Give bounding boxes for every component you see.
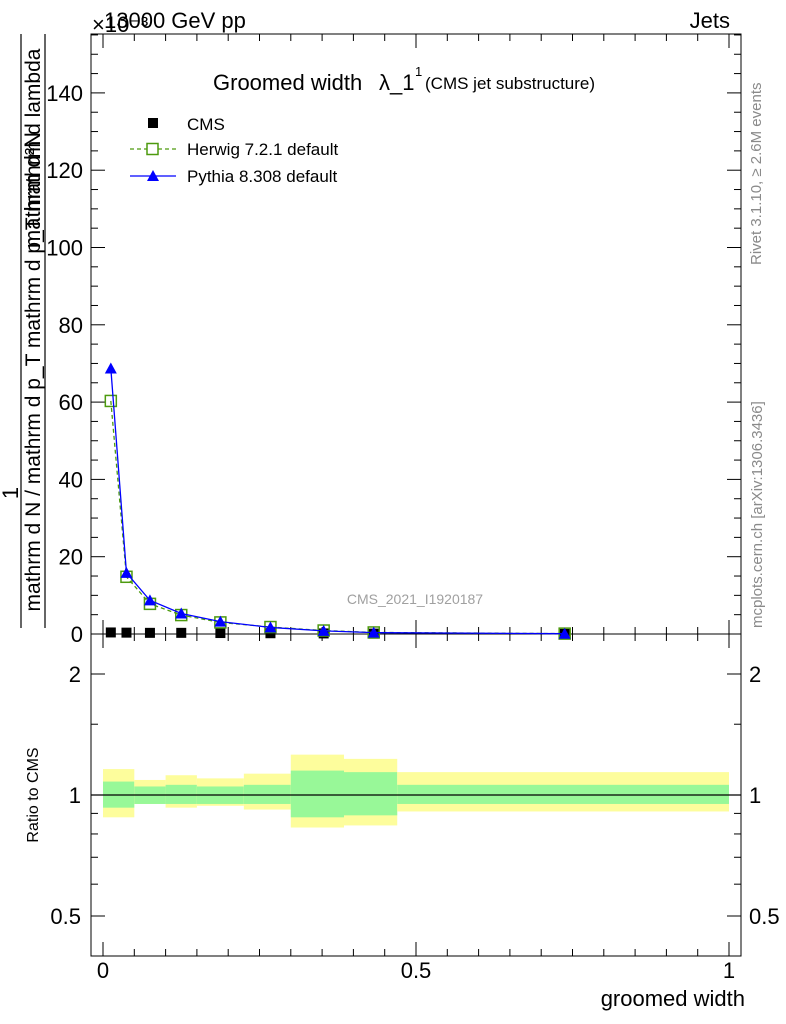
- ratio-bands: [103, 754, 729, 828]
- y-tick-label: 40: [59, 467, 83, 492]
- cms-data-point: [176, 627, 187, 638]
- legend-label-cms: CMS: [187, 115, 225, 134]
- y-tick-label: 120: [46, 158, 83, 183]
- pythia-data-point: [317, 624, 330, 636]
- pythia-data-point: [264, 621, 277, 633]
- cms-data-point: [121, 627, 132, 638]
- ratio-y-tick-label-right: 0.5: [749, 904, 780, 929]
- main-axis-ticks: 0 20 40 60 80 100 120 140: [46, 34, 741, 647]
- pythia-data-point: [558, 627, 571, 639]
- y-tick-label: 60: [59, 390, 83, 415]
- ratio-band-stat: [290, 770, 345, 818]
- chart-title: Groomed width: [213, 70, 362, 95]
- pythia-data-point: [104, 362, 117, 374]
- y-label-numerator: mathrm d²N: [20, 132, 45, 248]
- y-tick-label: 20: [59, 545, 83, 570]
- legend-marker-pythia: [147, 170, 159, 181]
- y-label-denominator: mathrm d N / mathrm d p_T mathrm d p_T m…: [22, 48, 45, 611]
- pythia-data-point: [120, 566, 133, 578]
- main-y-axis-label: 1 mathrm d²N mathrm d N / mathrm d p_T m…: [0, 34, 46, 628]
- x-axis-label: groomed width: [601, 986, 745, 1011]
- rivet-label: Rivet 3.1.10, ≥ 2.6M events: [748, 83, 765, 266]
- chart-title-superscript: 1: [415, 64, 422, 79]
- pythia-data-point: [367, 626, 380, 638]
- x-tick-label: 0: [97, 958, 109, 983]
- pythia-data-point: [143, 594, 156, 606]
- series-line-1: [110, 400, 565, 635]
- exponent-label: ×10⁻³: [92, 12, 148, 37]
- ratio-y-label: Ratio to CMS: [25, 747, 42, 842]
- y-label-prefix: 1: [0, 487, 23, 499]
- analysis-label: CMS_2021_I1920187: [347, 591, 483, 607]
- process-label: Jets: [690, 8, 730, 33]
- ratio-y-tick-label: 2: [69, 662, 81, 687]
- ratio-band-stat: [165, 784, 197, 804]
- series-line-2: [110, 368, 565, 635]
- ratio-y-tick-label: 1: [69, 783, 81, 808]
- pythia-data-point: [175, 607, 188, 619]
- legend-marker-cms: [148, 118, 158, 128]
- legend-label-pythia: Pythia 8.308 default: [187, 167, 338, 186]
- herwig-data-point: [104, 394, 118, 408]
- cms-data-point: [144, 627, 155, 638]
- pythia-data-point: [214, 615, 227, 627]
- ratio-band-stat: [344, 772, 398, 816]
- y-tick-label: 140: [46, 81, 83, 106]
- cms-data-point: [215, 628, 226, 639]
- energy-label: 13000 GeV pp: [104, 8, 246, 33]
- legend: CMS Herwig 7.2.1 default Pythia 8.308 de…: [130, 115, 338, 186]
- x-tick-label: 0.5: [401, 958, 432, 983]
- ratio-band-stat: [243, 784, 291, 804]
- x-tick-label: 1: [723, 958, 735, 983]
- y-tick-label: 100: [46, 236, 83, 261]
- mcplots-label: mcplots.cern.ch [arXiv:1306.3436]: [749, 401, 766, 628]
- chart-title-symbol: λ_1: [379, 70, 414, 95]
- y-tick-label: 0: [71, 622, 83, 647]
- y-tick-label: 80: [59, 313, 83, 338]
- ratio-axis-ticks: 0.5 0.5 1 1 2 2 0 0.5 1: [50, 634, 780, 983]
- legend-marker-herwig: [146, 142, 159, 156]
- chart-subtitle: (CMS jet substructure): [425, 74, 595, 93]
- cms-data-point: [105, 627, 116, 638]
- ratio-y-tick-label: 0.5: [50, 904, 81, 929]
- ratio-y-tick-label-right: 1: [749, 783, 761, 808]
- ratio-band-stat: [397, 784, 729, 804]
- ratio-y-tick-label-right: 2: [749, 662, 761, 687]
- series-layer: [104, 362, 571, 640]
- legend-label-herwig: Herwig 7.2.1 default: [187, 140, 338, 159]
